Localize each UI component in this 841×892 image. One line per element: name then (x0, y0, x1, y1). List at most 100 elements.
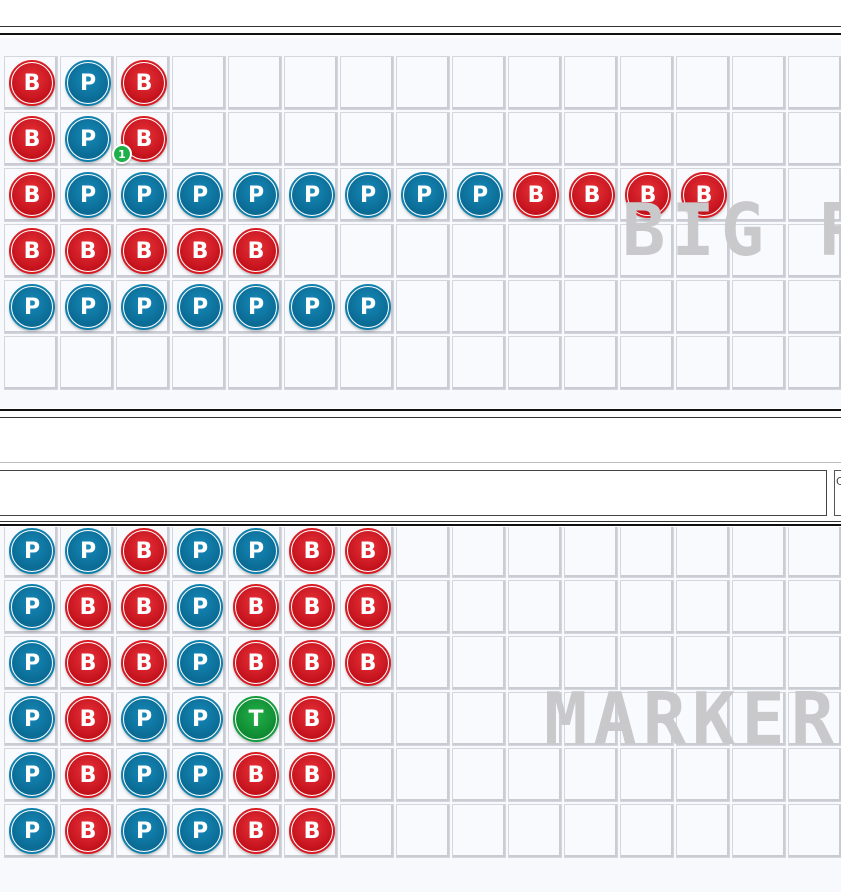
big-road-cell (228, 56, 282, 110)
marker-road-cell (788, 748, 841, 802)
marker-road-cell (452, 527, 506, 578)
marker-road-cell (452, 580, 506, 634)
big-road-cell (340, 112, 394, 166)
marker-road-bead-player: P (121, 696, 167, 742)
marker-road-cell (564, 748, 618, 802)
marker-road-cell (508, 636, 562, 690)
marker-road-cell (396, 580, 450, 634)
big-road-bead-banker: B (569, 172, 615, 218)
big-road-cell (620, 224, 674, 278)
marker-divider-thin (0, 521, 841, 522)
big-road-bead-player: P (457, 172, 503, 218)
marker-road-cell (564, 527, 618, 578)
big-road-cell (340, 56, 394, 110)
big-road-bead-banker: B (9, 172, 55, 218)
marker-road-bead-banker: B (289, 584, 335, 630)
marker-road-bead-player: P (233, 528, 279, 574)
big-road-bead-player: P (345, 284, 391, 330)
marker-road-bead-banker: B (289, 696, 335, 742)
big-road-bead-player: P (289, 284, 335, 330)
big-road-cell (284, 56, 338, 110)
marker-road-bead-banker: B (233, 808, 279, 854)
marker-road-cell (676, 692, 730, 746)
marker-road-cell (788, 527, 841, 578)
marker-road-bead-banker: B (345, 528, 391, 574)
big-road-bead-banker: B (681, 172, 727, 218)
marker-road-bead-banker: B (289, 640, 335, 686)
top-divider-thin (0, 26, 841, 27)
road-input-field[interactable] (0, 470, 827, 516)
big-road-cell (228, 112, 282, 166)
big-road-cell (676, 280, 730, 334)
marker-road-bead-player: P (121, 752, 167, 798)
big-road-cell (676, 112, 730, 166)
big-road-bead-banker: B (65, 228, 111, 274)
big-road-cell (564, 224, 618, 278)
marker-road-cell (340, 692, 394, 746)
big-road-bead-player: P (345, 172, 391, 218)
marker-road-cell (620, 692, 674, 746)
marker-road-bead-player: P (177, 640, 223, 686)
marker-road-cell (508, 804, 562, 858)
marker-road-cell (620, 580, 674, 634)
marker-road-bead-banker: B (233, 640, 279, 686)
marker-road-cell (452, 636, 506, 690)
big-road-cell (676, 224, 730, 278)
big-road-bead-player: P (233, 284, 279, 330)
marker-road-cell (564, 580, 618, 634)
big-road-cell (564, 280, 618, 334)
big-road-cell (564, 112, 618, 166)
marker-road-cell (564, 692, 618, 746)
big-road-cell (172, 56, 226, 110)
big-road-cell (284, 224, 338, 278)
marker-road-cell (620, 748, 674, 802)
marker-road-bead-player: P (177, 584, 223, 630)
big-road-cell (788, 224, 841, 278)
marker-road-bead-banker: B (233, 752, 279, 798)
marker-road-cell (452, 748, 506, 802)
big-road-bead-banker: B (9, 116, 55, 162)
big-road-cell (620, 56, 674, 110)
marker-road-bead-banker: B (65, 584, 111, 630)
big-road-bead-player: P (65, 116, 111, 162)
big-road-cell (116, 336, 170, 390)
marker-road-cell (620, 804, 674, 858)
marker-road-cell (396, 804, 450, 858)
marker-road-bead-player: P (177, 752, 223, 798)
big-road-bead-banker: B (121, 116, 167, 162)
marker-road-cell (676, 580, 730, 634)
marker-road-cell (340, 748, 394, 802)
marker-road-cell (676, 804, 730, 858)
big-road-cell (396, 336, 450, 390)
big-road-cell (732, 56, 786, 110)
marker-road-bead-banker: B (65, 696, 111, 742)
marker-road-cell (676, 527, 730, 578)
big-road-cell (732, 280, 786, 334)
marker-road-cell (452, 692, 506, 746)
big-road-cell (732, 168, 786, 222)
marker-road-bead-banker: B (65, 640, 111, 686)
marker-divider-thick (0, 524, 841, 526)
input-divider (0, 462, 841, 463)
big-road-cell (340, 224, 394, 278)
big-road-cell (452, 56, 506, 110)
marker-road-bead-banker: B (289, 808, 335, 854)
big-road-bead-banker: B (121, 228, 167, 274)
big-road-watermark: BIG R (622, 188, 841, 272)
big-road-cell (508, 336, 562, 390)
marker-road-bead-player: P (65, 528, 111, 574)
big-road-cell (396, 112, 450, 166)
big-road-bead-player: P (65, 172, 111, 218)
marker-road-cell (508, 692, 562, 746)
big-road-cell (452, 280, 506, 334)
marker-road-bead-player: P (9, 528, 55, 574)
marker-road-cell (732, 527, 786, 578)
marker-road-watermark: MARKER (544, 677, 841, 761)
big-road-cell (788, 112, 841, 166)
marker-road-bead-player: P (9, 808, 55, 854)
side-input-box[interactable]: C (834, 470, 841, 516)
